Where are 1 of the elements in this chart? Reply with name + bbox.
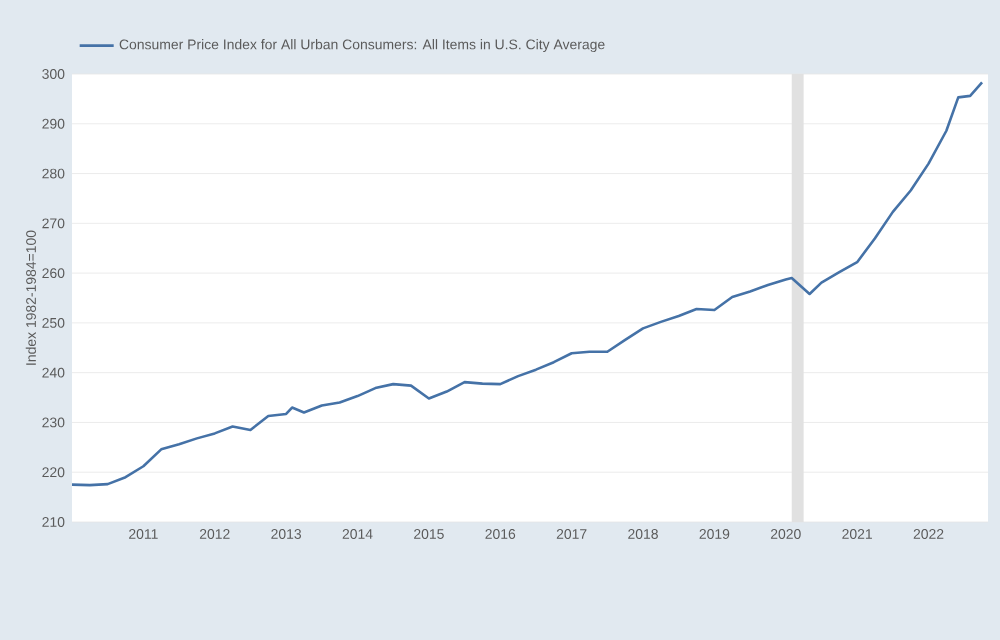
line-series — [72, 81, 984, 487]
